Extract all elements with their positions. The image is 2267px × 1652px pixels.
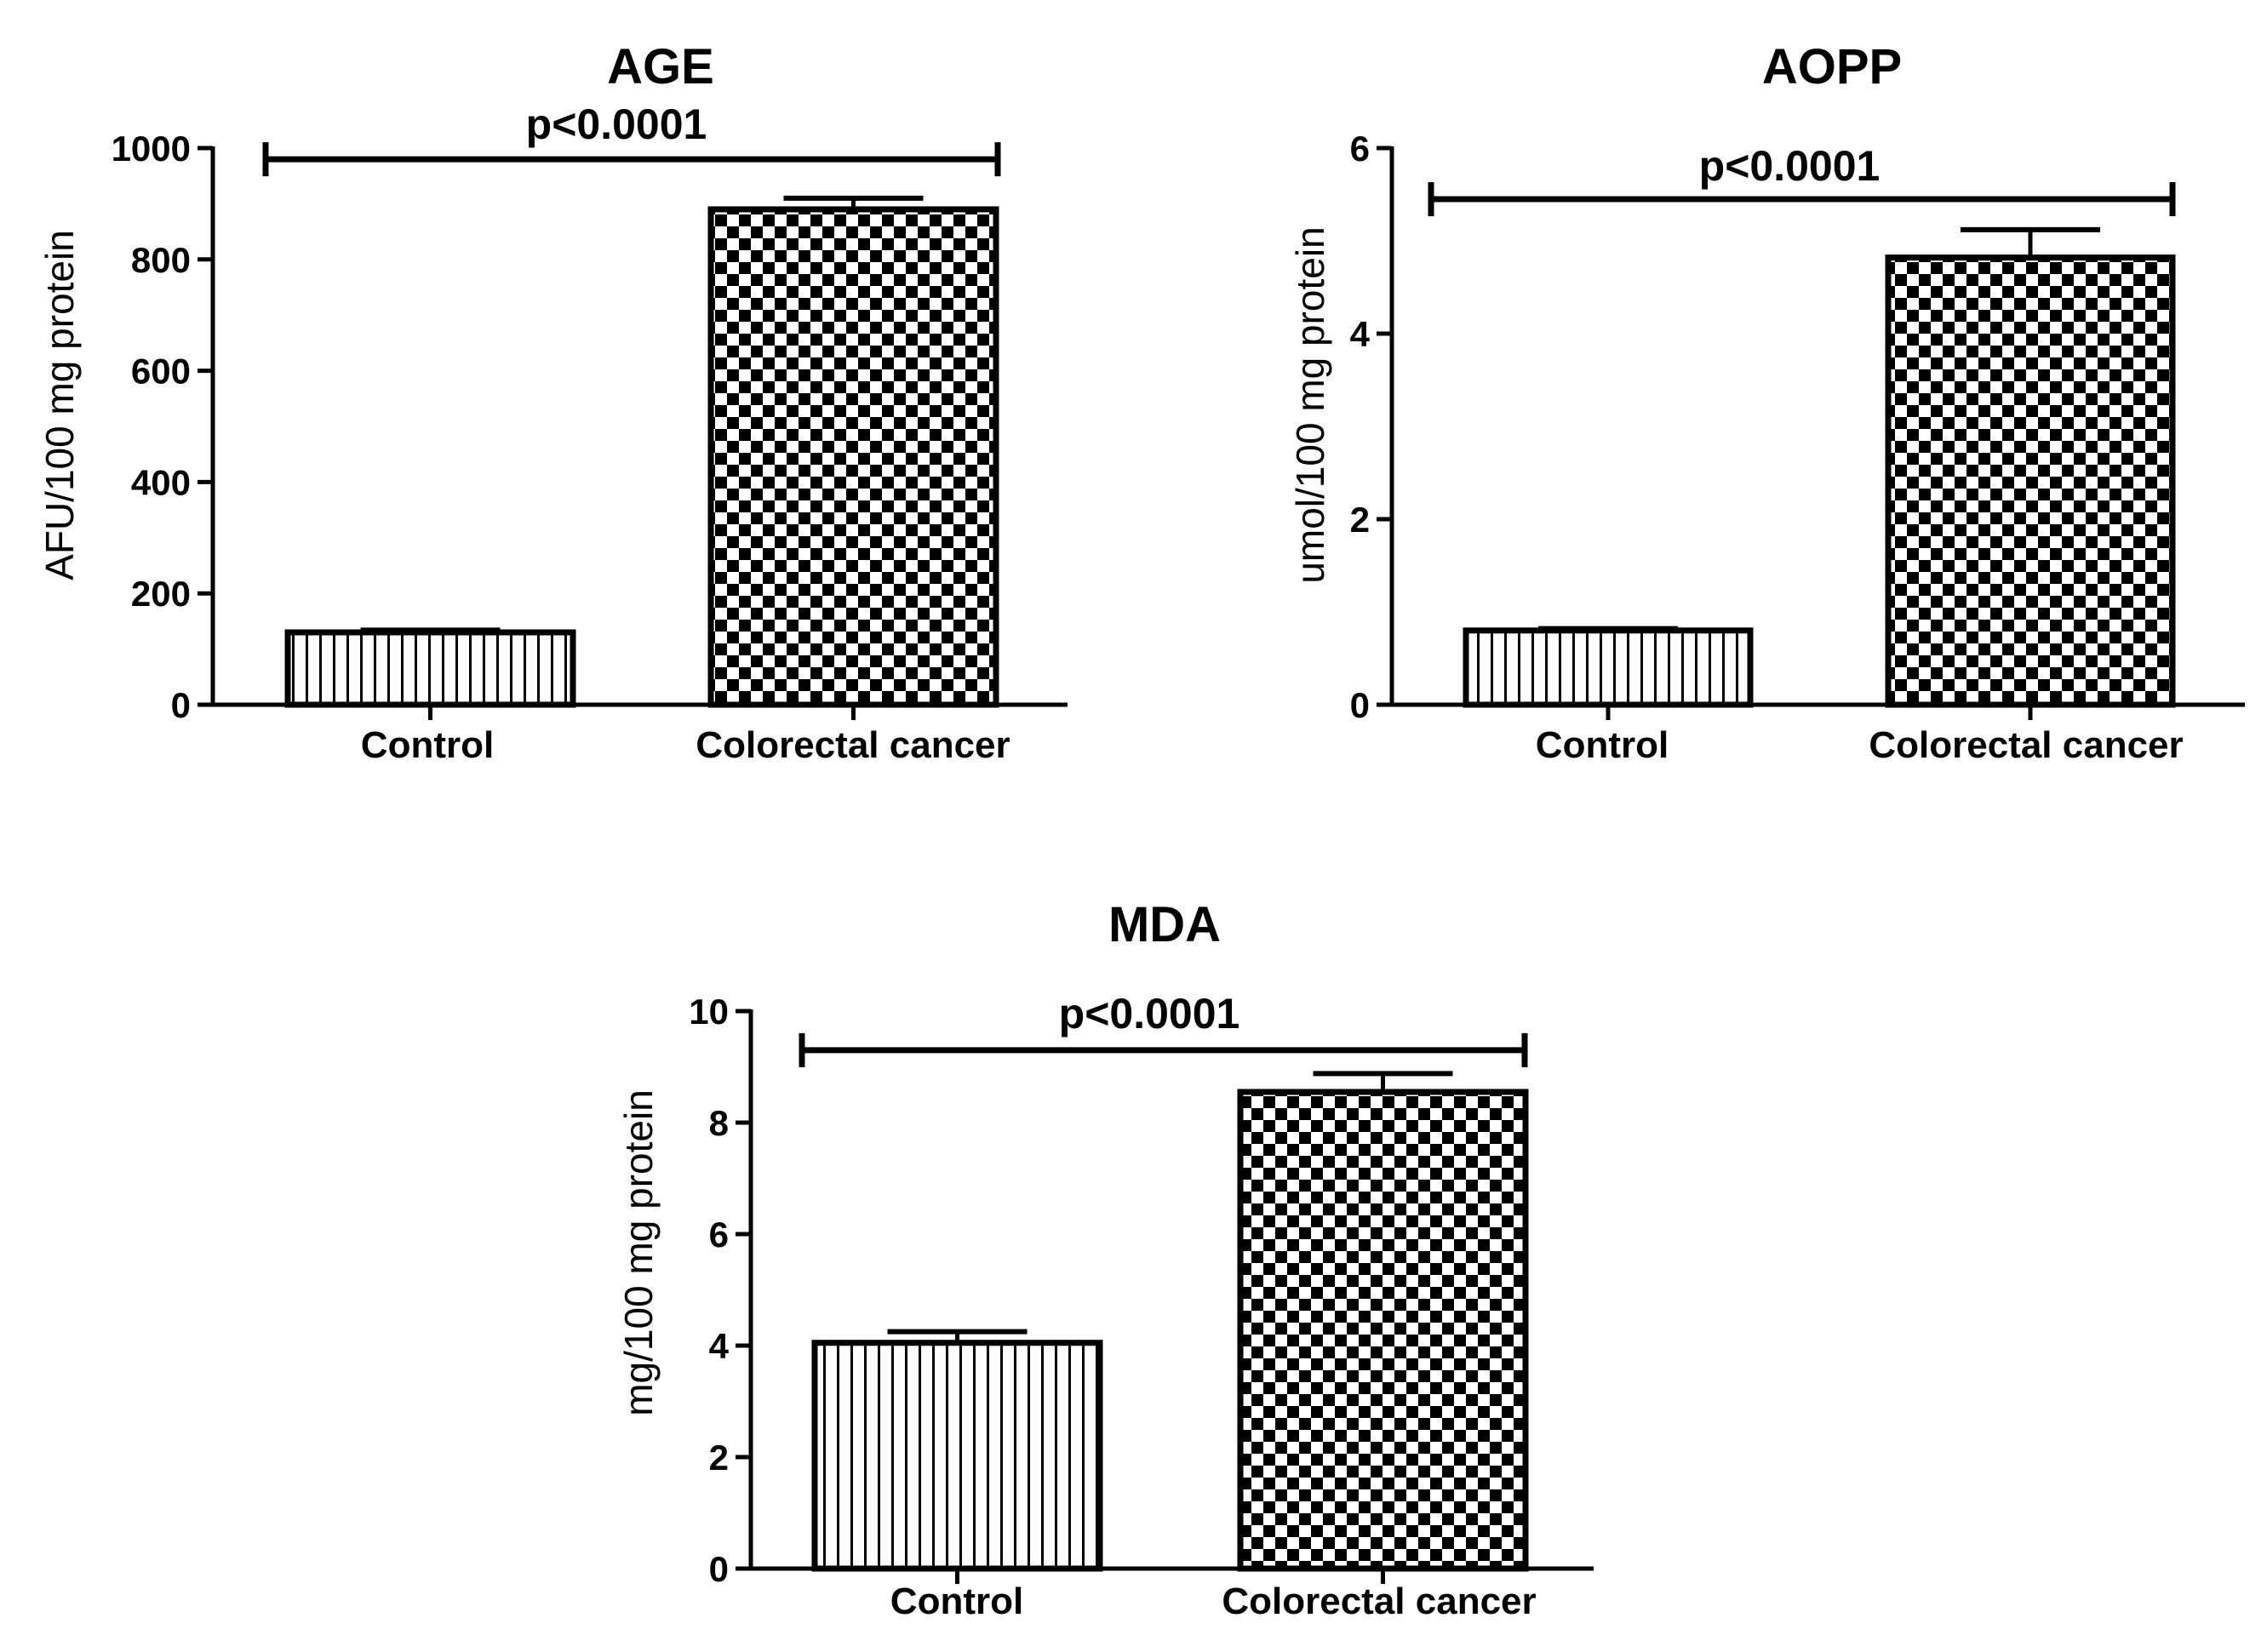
x-tick-label: Colorectal cancer: [696, 724, 1010, 766]
bar: [1463, 627, 1754, 708]
y-tick-label: 800: [131, 240, 191, 280]
y-tick-label: 200: [131, 574, 191, 614]
y-tick-label: 6: [1350, 129, 1370, 169]
x-tick-label: Control: [361, 724, 494, 766]
chart-title: AOPP: [1762, 39, 1902, 94]
chart-title: AGE: [607, 39, 714, 94]
y-tick-label: 600: [131, 352, 191, 392]
y-tick-label: 400: [131, 462, 191, 502]
chart-mda: MDA mg/100 mg protein Control Colorectal…: [616, 897, 1594, 1622]
bar: [811, 1340, 1103, 1572]
significance-label: p<0.0001: [526, 100, 707, 148]
bar: [1885, 254, 2176, 708]
bar: [1237, 1089, 1529, 1572]
y-tick-label: 4: [709, 1326, 730, 1366]
bar: [284, 629, 576, 708]
y-axis-label: umol/100 mg protein: [1288, 226, 1332, 583]
y-tick-label: 6: [709, 1215, 729, 1255]
y-axis-label: mg/100 mg protein: [616, 1089, 661, 1416]
y-tick-label: 0: [1350, 685, 1370, 725]
y-axis-label: AFU/100 mg protein: [37, 230, 82, 580]
y-tick-label: 2: [1350, 500, 1370, 540]
y-tick-label: 4: [1350, 314, 1371, 354]
y-tick-label: 0: [709, 1549, 729, 1589]
chart-age: AGE AFU/100 mg protein Control Colorecta…: [37, 39, 1068, 766]
chart-aopp: AOPP umol/100 mg protein Control Colorec…: [1288, 39, 2245, 766]
x-tick-label: Control: [1536, 724, 1669, 766]
significance-label: p<0.0001: [1699, 142, 1881, 190]
y-tick-label: 10: [689, 992, 729, 1032]
y-tick-label: 0: [171, 685, 191, 725]
chart-title: MDA: [1108, 897, 1221, 952]
y-tick-label: 8: [709, 1103, 729, 1143]
y-tick-label: 1000: [112, 129, 191, 169]
significance-label: p<0.0001: [1059, 990, 1240, 1038]
x-tick-label: Colorectal cancer: [1222, 1581, 1536, 1622]
bar: [707, 206, 999, 708]
x-tick-label: Control: [890, 1581, 1023, 1622]
x-tick-label: Colorectal cancer: [1869, 724, 2183, 766]
y-tick-label: 2: [709, 1438, 729, 1478]
